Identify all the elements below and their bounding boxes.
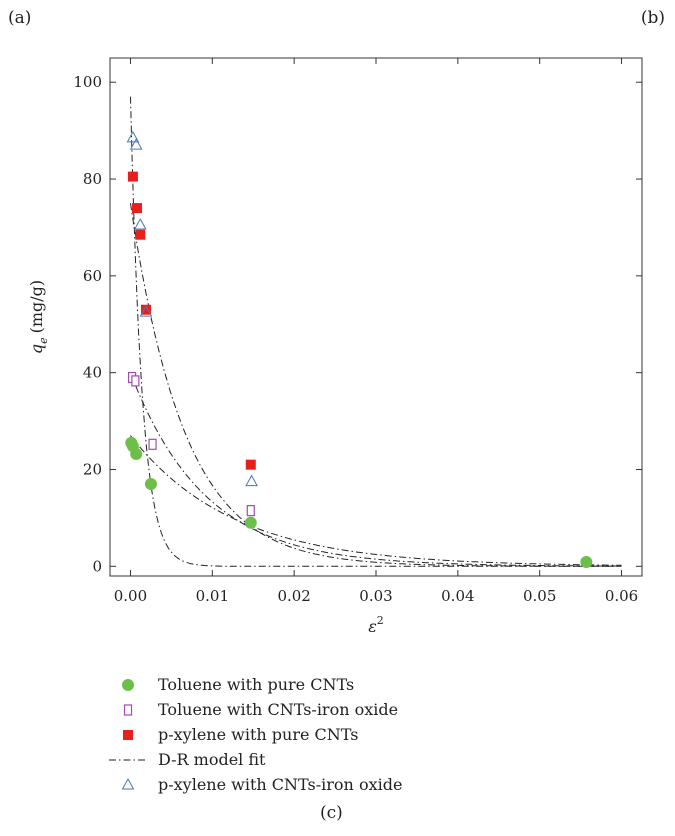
y-tick-label: 100 xyxy=(73,73,102,91)
x-tick-label: 0.06 xyxy=(605,587,638,605)
legend-label: D-R model fit xyxy=(158,750,266,769)
y-tick-label: 80 xyxy=(83,170,102,188)
legend-symbol xyxy=(123,729,133,740)
legend-label: Toluene with CNTs-iron oxide xyxy=(158,700,399,719)
panel-label-c: (c) xyxy=(320,803,343,823)
y-tick-label: 0 xyxy=(92,557,102,575)
y-axis-title: qe (mg/g) xyxy=(27,280,50,354)
data-point-series-1 xyxy=(246,505,255,517)
adsorption-chart: 0.00 0.01 0.02 0.03 0.04 0.05 0.06 0 20 40 60 80 100… xyxy=(27,57,643,636)
data-point-series-4 xyxy=(245,474,258,487)
data-point-series-2 xyxy=(245,459,256,470)
legend-symbol xyxy=(123,703,133,716)
legend-label: Toluene with pure CNTs xyxy=(158,675,355,694)
x-tick-label: 0.03 xyxy=(359,587,392,605)
legend-item: Toluene with pure CNTs xyxy=(108,672,402,697)
legend-item: D-R model fit xyxy=(108,747,402,772)
legend-label: p-xylene with pure CNTs xyxy=(158,725,359,744)
y-axis-subscript: e xyxy=(37,337,50,344)
x-tick-label: 0.05 xyxy=(523,587,556,605)
x-axis-title: ε2 xyxy=(368,614,384,636)
legend-marker xyxy=(122,678,134,691)
legend-marker xyxy=(123,703,133,716)
data-point-series-1 xyxy=(148,438,157,450)
legend-label: p-xylene with CNTs-iron oxide xyxy=(158,775,403,794)
y-tick-label: 20 xyxy=(83,460,102,478)
legend-marker xyxy=(109,759,147,760)
data-point-series-0 xyxy=(130,448,143,461)
dr-fit-curve xyxy=(130,372,622,567)
x-tick-label: 0.04 xyxy=(441,587,474,605)
panel-label-b: (b) xyxy=(640,8,665,28)
data-point-series-2 xyxy=(135,229,146,240)
x-axis-superscript: 2 xyxy=(377,614,384,627)
data-point-series-4 xyxy=(126,130,140,143)
x-tick-label: 0.02 xyxy=(277,587,310,605)
y-tick-label: 60 xyxy=(83,267,102,285)
data-point-series-0 xyxy=(580,555,593,568)
dr-fit-curve xyxy=(130,203,622,567)
data-point-series-4 xyxy=(133,217,147,230)
data-point-series-4 xyxy=(139,305,153,317)
legend-marker xyxy=(121,777,135,789)
legend-item: p-xylene with pure CNTs xyxy=(108,722,402,747)
legend: Toluene with pure CNTs Toluene with CNTs-… xyxy=(108,672,402,797)
axis-ticks: 0.00 0.01 0.02 0.03 0.04 0.05 0.06 0 20 40 60 80 100 xyxy=(73,58,642,605)
panel-label-a: (a) xyxy=(8,8,32,28)
x-axis-symbol: ε xyxy=(368,617,377,636)
y-axis-units: (mg/g) xyxy=(27,280,46,334)
data-point-series-4 xyxy=(129,138,143,150)
x-tick-label: 0.00 xyxy=(114,587,147,605)
legend-item: p-xylene with CNTs-iron oxide xyxy=(108,772,402,797)
plot-frame xyxy=(109,57,643,577)
fit-curves xyxy=(130,96,622,567)
legend-item: Toluene with CNTs-iron oxide xyxy=(108,697,402,722)
data-point-series-2 xyxy=(141,304,152,315)
dr-fit-curve xyxy=(130,96,622,567)
data-markers xyxy=(125,130,593,568)
legend-symbol xyxy=(122,678,134,691)
legend-marker xyxy=(123,729,133,740)
data-point-series-2 xyxy=(132,203,143,214)
y-axis-symbol: q xyxy=(27,344,46,354)
y-tick-label: 40 xyxy=(83,364,102,382)
data-point-series-2 xyxy=(127,171,138,182)
dr-fit-curve xyxy=(130,435,622,566)
data-point-series-0 xyxy=(244,516,257,529)
legend-symbol xyxy=(121,777,135,789)
data-point-series-1 xyxy=(131,375,140,387)
data-point-series-0 xyxy=(144,478,157,491)
x-tick-label: 0.01 xyxy=(196,587,229,605)
